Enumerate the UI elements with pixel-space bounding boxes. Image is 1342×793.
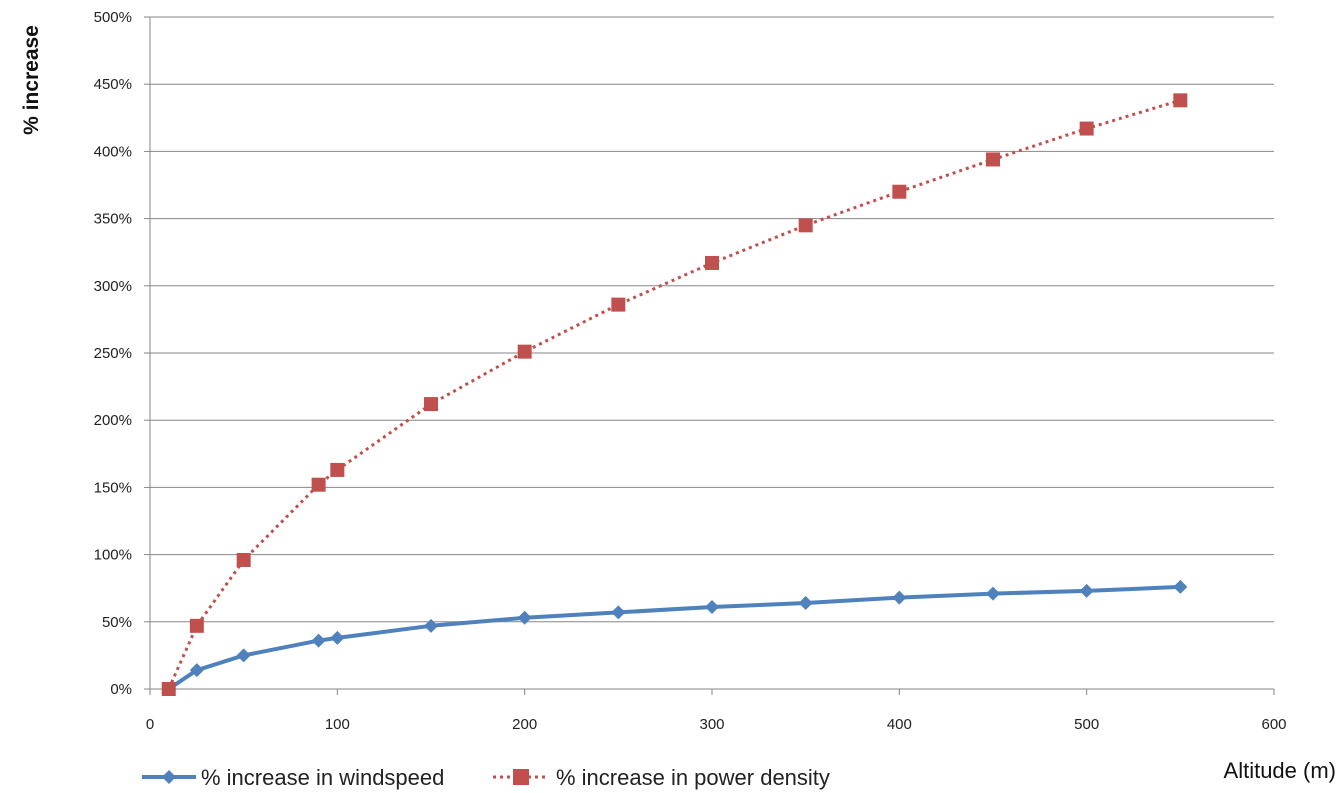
data-point-square [311,477,326,492]
legend: % increase in windspeed % increase in po… [142,765,830,790]
data-point-diamond [330,630,345,645]
x-tick-label: 600 [1261,716,1286,733]
data-point-diamond [311,633,326,648]
data-point-square [986,152,1000,167]
y-tick-label: 300% [94,278,132,295]
data-point-square [1079,121,1094,136]
data-point-diamond [986,586,1000,601]
y-tick-label: 450% [94,76,132,93]
legend-power-density-marker [513,769,529,785]
data-point-diamond [611,605,626,620]
x-axis-title: Altitude (m) [1224,758,1336,783]
series-line [167,98,1181,690]
data-point-square [1173,93,1188,108]
legend-windspeed-marker [162,770,176,784]
data-point-diamond [424,618,438,633]
data-point-square [611,297,626,312]
y-tick-label: 250% [94,345,132,362]
series-windspeed [161,579,1188,696]
x-tick-label: 0 [146,716,154,733]
data-point-diamond [798,595,813,610]
legend-item-power-density: % increase in power density [493,765,830,790]
y-tick-label: 50% [102,614,132,631]
x-tick-label: 400 [887,716,912,733]
y-tick-label: 150% [94,479,132,496]
x-tick-label: 300 [699,716,724,733]
legend-power-density-label: % increase in power density [556,765,830,790]
series-power-density [161,93,1188,696]
legend-item-windspeed: % increase in windspeed [142,765,444,790]
data-point-square [517,344,532,359]
legend-windspeed-label: % increase in windspeed [201,765,444,790]
data-point-square [798,218,813,233]
data-point-diamond [1079,583,1094,598]
data-point-square [189,618,204,633]
axes [149,17,1274,690]
y-tick-label: 350% [94,211,132,228]
data-point-diamond [705,600,719,615]
data-point-square [892,184,907,199]
y-tick-labels: 0% 50% 100% 150% 200% 250% 300% 350% 400% 450% 500… [94,9,132,698]
x-tick-label: 100 [325,716,350,733]
gridlines [144,16,1275,695]
x-tick-labels: 0 100 200 300 400 500 600 [146,716,1287,733]
y-tick-label: 0% [110,681,132,698]
y-tick-label: 500% [94,9,132,26]
series-line [167,584,1181,691]
data-point-square [236,552,251,567]
data-point-diamond [1173,579,1188,594]
y-tick-label: 400% [94,143,132,160]
data-point-diamond [892,590,907,605]
x-tick-label: 200 [512,716,537,733]
y-axis-title: % increase [20,25,43,135]
data-point-diamond [189,663,204,678]
y-tick-label: 100% [94,547,132,564]
y-tick-label: 200% [94,412,132,429]
data-point-square [161,682,176,696]
data-point-diamond [517,610,532,625]
data-point-diamond [236,648,251,663]
x-tick-label: 500 [1074,716,1099,733]
series-layer [161,93,1188,696]
data-point-square [705,255,719,270]
data-point-square [424,397,438,412]
data-point-square [330,462,345,477]
